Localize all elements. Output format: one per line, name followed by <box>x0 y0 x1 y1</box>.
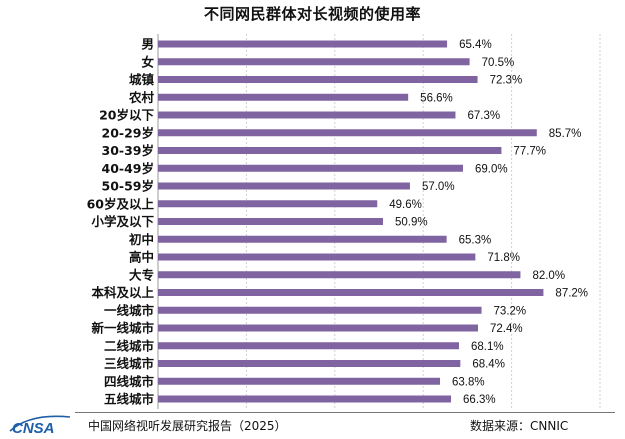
cnsa-logo: CNSA <box>9 415 71 437</box>
category-label-10: 小学及以下 <box>90 214 154 229</box>
bar-19 <box>158 377 440 385</box>
value-label-2: 72.3% <box>490 75 523 87</box>
footer-divider <box>75 412 615 413</box>
value-label-20: 66.3% <box>463 394 496 406</box>
bar-18 <box>158 360 461 367</box>
value-label-1: 70.5% <box>482 57 515 69</box>
category-label-8: 50-59岁 <box>102 179 154 194</box>
value-labels: 65.4% 70.5% 72.3% 56.6% 67.3% 85.7%77.7% 69.0%… <box>389 39 588 406</box>
bar-7 <box>158 164 463 172</box>
category-label-13: 大专 <box>129 267 154 282</box>
category-label-17: 二线城市 <box>104 338 155 353</box>
category-label-12: 高中 <box>129 250 154 265</box>
value-label-19: 63.8% <box>452 376 485 388</box>
bar-11 <box>158 235 447 243</box>
bar-12 <box>158 253 476 261</box>
footer-report-title: 中国网络视听发展研究报告（2025） <box>88 419 287 433</box>
category-label-9: 60岁及以上 <box>87 196 155 211</box>
value-label-18: 68.4% <box>472 359 505 371</box>
category-label-5: 20-29岁 <box>102 125 154 140</box>
category-label-14: 本科及以上 <box>91 285 154 300</box>
bar-9 <box>158 200 378 208</box>
category-label-18: 三线城市 <box>104 356 155 371</box>
category-label-2: 城镇 <box>129 72 155 87</box>
logo-swoosh <box>9 415 71 432</box>
value-label-7: 69.0% <box>475 163 508 175</box>
value-label-6: 77.7% <box>513 146 546 158</box>
bar-4 <box>158 111 456 119</box>
bar-17 <box>158 342 460 350</box>
category-label-0: 男 <box>141 37 154 52</box>
category-label-19: 四线城市 <box>104 374 155 389</box>
category-label-3: 农村 <box>128 90 155 105</box>
bar-16 <box>158 324 479 332</box>
value-label-10: 50.9% <box>395 217 428 229</box>
bar-13 <box>158 271 521 279</box>
value-label-14: 87.2% <box>555 288 588 300</box>
value-label-17: 68.1% <box>471 341 504 353</box>
bar-2 <box>158 76 478 83</box>
bar-14 <box>158 289 544 296</box>
bar-6 <box>158 147 502 154</box>
value-label-5: 85.7% <box>549 128 582 140</box>
category-label-1: 女 <box>141 54 154 69</box>
bar-10 <box>158 218 383 225</box>
value-label-15: 73.2% <box>494 305 527 317</box>
value-label-9: 49.6% <box>389 199 422 211</box>
category-label-4: 20岁以下 <box>99 108 154 123</box>
value-label-13: 82.0% <box>532 270 565 282</box>
bar-15 <box>158 306 482 314</box>
category-label-20: 五线城市 <box>104 392 155 407</box>
bar-8 <box>158 182 410 190</box>
bars <box>158 40 544 403</box>
category-label-16: 新一线城市 <box>91 321 154 336</box>
bar-5 <box>158 129 537 137</box>
footer-data-source: 数据来源：CNNIC <box>470 419 569 433</box>
bar-20 <box>158 395 452 403</box>
value-label-12: 71.8% <box>487 252 520 264</box>
bar-3 <box>158 93 409 101</box>
bar-1 <box>158 58 470 66</box>
category-label-6: 30-39岁 <box>102 143 154 158</box>
value-label-3: 56.6% <box>420 92 453 104</box>
category-label-7: 40-49岁 <box>102 161 154 176</box>
category-label-11: 初中 <box>129 232 154 247</box>
value-label-8: 57.0% <box>422 181 455 193</box>
value-label-0: 65.4% <box>459 39 492 51</box>
category-label-15: 一线城市 <box>104 303 155 318</box>
chart-title: 不同网民群体对长视频的使用率 <box>203 5 421 23</box>
value-label-11: 65.3% <box>459 234 492 246</box>
bar-0 <box>158 40 448 48</box>
value-label-4: 67.3% <box>467 110 500 122</box>
logo-text: CNSA <box>12 420 55 437</box>
value-label-16: 72.4% <box>490 323 523 335</box>
